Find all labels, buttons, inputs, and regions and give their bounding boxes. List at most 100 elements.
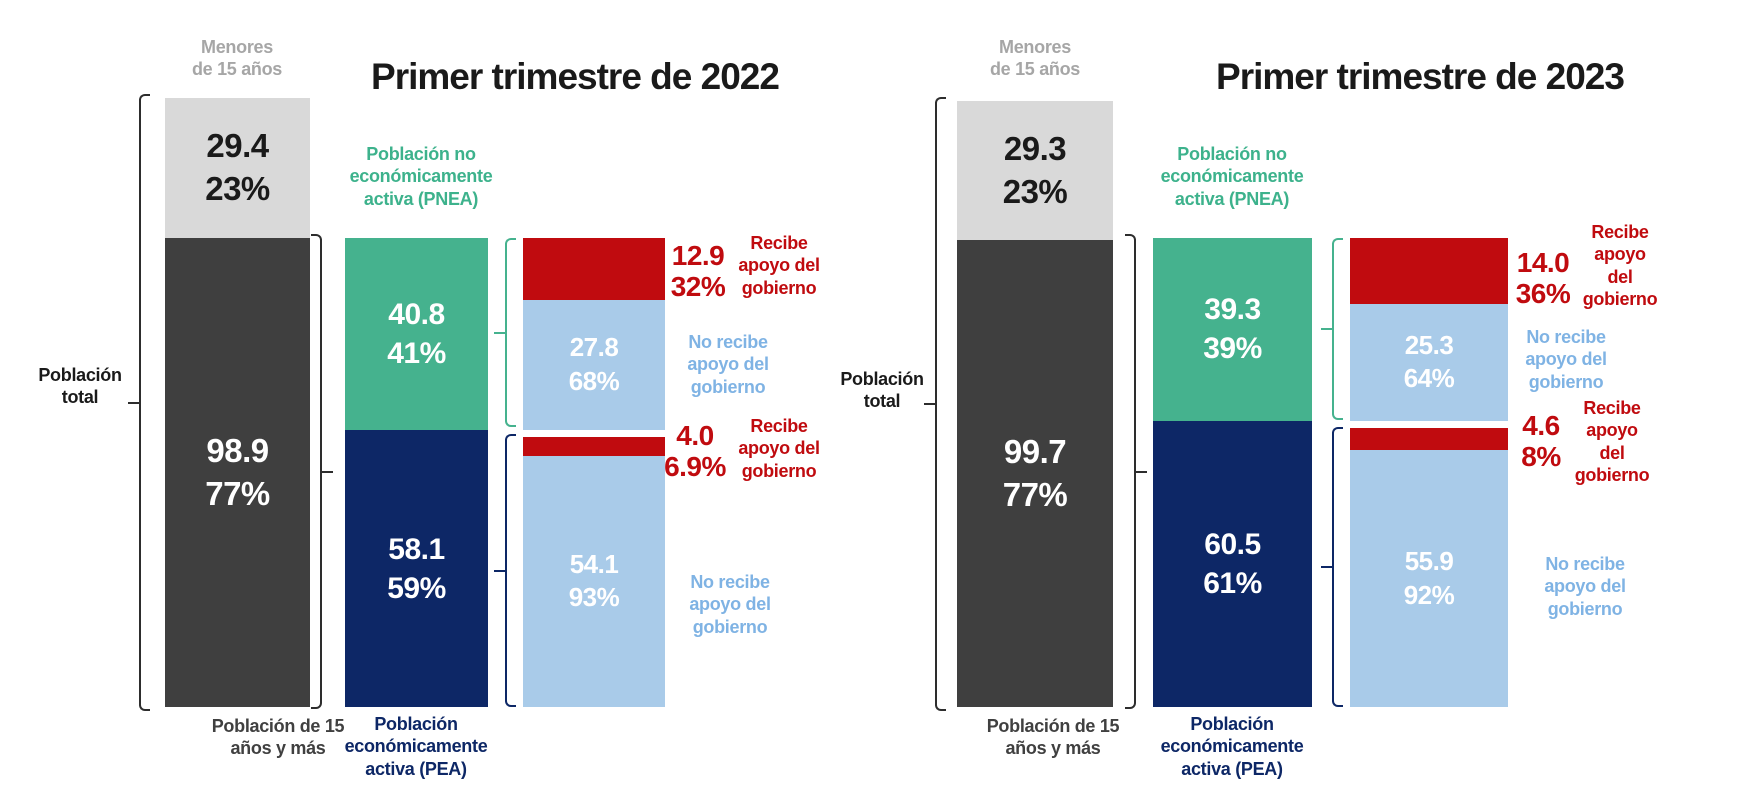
segment-pea-no-recibe-2022: 54.1 93% xyxy=(523,455,665,707)
label-pnea-recibe-2022: Recibe apoyo del gobierno xyxy=(738,233,820,298)
segment-value: 29.4 xyxy=(206,127,269,165)
label-poblacion-total-2023: Población total xyxy=(840,369,924,412)
segment-pnea-recibe-2023 xyxy=(1350,238,1508,304)
annotation-percent: 6.9% xyxy=(664,451,726,483)
bracket-line xyxy=(935,97,946,711)
segment-value: 25.3 xyxy=(1404,329,1454,360)
bracket-pointer xyxy=(494,331,505,334)
label-pea-2023: Población económicamente activa (PEA) xyxy=(1160,714,1304,779)
segment-percent: 93% xyxy=(568,582,620,613)
label-poblacion-total-2022: Población total xyxy=(38,365,122,408)
label-poblacion-15-y-mas-2022: Población de 15 años y más xyxy=(211,716,345,759)
segment-values: 27.8 68% xyxy=(569,331,620,399)
segment-value: 60.5 xyxy=(1204,527,1261,561)
group-pea-apoyo-2022: 54.1 93% xyxy=(523,430,665,707)
segment-value: 54.1 xyxy=(569,548,619,579)
bracket-line xyxy=(1125,234,1136,709)
segment-15-y-mas-2022: 98.9 77% xyxy=(165,238,310,707)
label-pnea-recibe-2023: Recibe apoyo del gobierno xyxy=(1582,222,1658,309)
bar-poblacion-total-2023: 29.3 23% 99.7 77% xyxy=(957,101,1113,707)
segment-percent: 41% xyxy=(387,337,446,371)
segment-pea-2022: 58.1 59% xyxy=(345,430,488,707)
bracket-pointer xyxy=(494,569,505,572)
bracket-pointer xyxy=(128,401,139,404)
segment-value: 99.7 xyxy=(1003,432,1067,470)
bar-actividad-2022: 40.8 41% 58.1 59% xyxy=(345,238,488,707)
segment-pea-2023: 60.5 61% xyxy=(1153,420,1312,707)
label-pea-recibe-2023: Recibe apoyo del gobierno xyxy=(1574,398,1650,485)
segment-value: 98.9 xyxy=(206,431,269,469)
segment-percent: 77% xyxy=(1002,475,1068,513)
bracket-15-y-mas-2022 xyxy=(311,234,333,709)
label-pnea-no-recibe-2022: No recibe apoyo del gobierno xyxy=(687,332,769,397)
bracket-line xyxy=(1332,238,1343,420)
segment-value: 58.1 xyxy=(388,532,445,566)
segment-pnea-2023: 39.3 39% xyxy=(1153,238,1312,421)
bracket-poblacion-total-2022 xyxy=(128,94,150,711)
label-poblacion-15-y-mas-2023: Población de 15 años y más xyxy=(986,716,1120,759)
bar-apoyo-2023: 25.3 64% 55.9 92% xyxy=(1350,238,1508,707)
group-pea-apoyo-2023: 55.9 92% xyxy=(1350,420,1508,707)
segment-pea-recibe-2022 xyxy=(523,437,665,456)
segment-pea-recibe-2023 xyxy=(1350,427,1508,451)
segment-percent: 23% xyxy=(1002,172,1068,210)
bar-apoyo-2022: 27.8 68% 54.1 93% xyxy=(523,238,665,707)
annotation-value: 4.6 xyxy=(1522,410,1560,441)
annotation-value: 4.0 xyxy=(676,420,714,451)
segment-percent: 61% xyxy=(1203,566,1262,600)
segment-values: 99.7 77% xyxy=(1003,431,1068,517)
bracket-line xyxy=(139,94,150,711)
label-menores-de-15-2022: Menores de 15 años xyxy=(191,37,283,80)
segment-values: 39.3 39% xyxy=(1203,290,1262,368)
annotation-value: 12.9 xyxy=(671,240,725,271)
bracket-pointer xyxy=(322,470,333,473)
segment-values: 98.9 77% xyxy=(205,430,270,516)
segment-menores-2023: 29.3 23% xyxy=(957,101,1113,241)
segment-value: 29.3 xyxy=(1003,129,1067,167)
bracket-line xyxy=(505,434,516,707)
segment-pnea-no-recibe-2022: 27.8 68% xyxy=(523,299,665,431)
group-pnea-apoyo-2022: 27.8 68% xyxy=(523,238,665,431)
segment-value: 27.8 xyxy=(569,332,619,363)
bracket-line xyxy=(1332,427,1343,707)
bar-poblacion-total-2022: 29.4 23% 98.9 77% xyxy=(165,98,310,707)
annotation-percent: 8% xyxy=(1521,441,1561,473)
segment-value: 55.9 xyxy=(1404,545,1454,576)
label-pnea-no-recibe-2023: No recibe apoyo del gobierno xyxy=(1525,327,1607,392)
segment-percent: 39% xyxy=(1203,332,1262,366)
segment-values: 29.3 23% xyxy=(1003,128,1068,214)
label-pea-no-recibe-2022: No recibe apoyo del gobierno xyxy=(689,572,771,637)
segment-pnea-no-recibe-2023: 25.3 64% xyxy=(1350,303,1508,421)
segment-values: 25.3 64% xyxy=(1404,329,1455,397)
bracket-pea-2023 xyxy=(1321,427,1343,707)
segment-percent: 23% xyxy=(205,170,270,208)
bracket-pea-2022 xyxy=(494,434,516,707)
segment-values: 54.1 93% xyxy=(569,548,620,616)
value-pnea-recibe-2022: 12.9 32% xyxy=(662,240,734,303)
label-pnea-2023: Población no económicamente activa (PNEA… xyxy=(1160,144,1304,209)
segment-menores-2022: 29.4 23% xyxy=(165,98,310,239)
segment-percent: 92% xyxy=(1403,579,1455,610)
segment-value: 40.8 xyxy=(388,298,445,332)
bracket-pointer xyxy=(1136,470,1147,473)
segment-percent: 64% xyxy=(1403,363,1455,394)
segment-percent: 59% xyxy=(387,571,446,605)
segment-values: 55.9 92% xyxy=(1404,545,1455,613)
label-pea-no-recibe-2023: No recibe apoyo del gobierno xyxy=(1544,554,1626,619)
group-pnea-apoyo-2023: 25.3 64% xyxy=(1350,238,1508,421)
segment-pnea-recibe-2022 xyxy=(523,238,665,300)
bracket-pnea-2023 xyxy=(1321,238,1343,420)
chart-title-2022: Primer trimestre de 2022 xyxy=(371,56,780,97)
value-pnea-recibe-2023: 14.0 36% xyxy=(1508,247,1578,310)
segment-values: 60.5 61% xyxy=(1203,525,1262,603)
value-pea-recibe-2022: 4.0 6.9% xyxy=(656,420,734,483)
segment-15-y-mas-2023: 99.7 77% xyxy=(957,240,1113,707)
segment-percent: 77% xyxy=(205,474,270,512)
segment-value: 39.3 xyxy=(1204,293,1261,327)
bracket-line xyxy=(505,238,516,427)
segment-pea-no-recibe-2023: 55.9 92% xyxy=(1350,450,1508,707)
bracket-poblacion-total-2023 xyxy=(924,97,946,711)
bracket-15-y-mas-2023 xyxy=(1125,234,1147,709)
label-menores-de-15-2023: Menores de 15 años xyxy=(989,37,1081,80)
